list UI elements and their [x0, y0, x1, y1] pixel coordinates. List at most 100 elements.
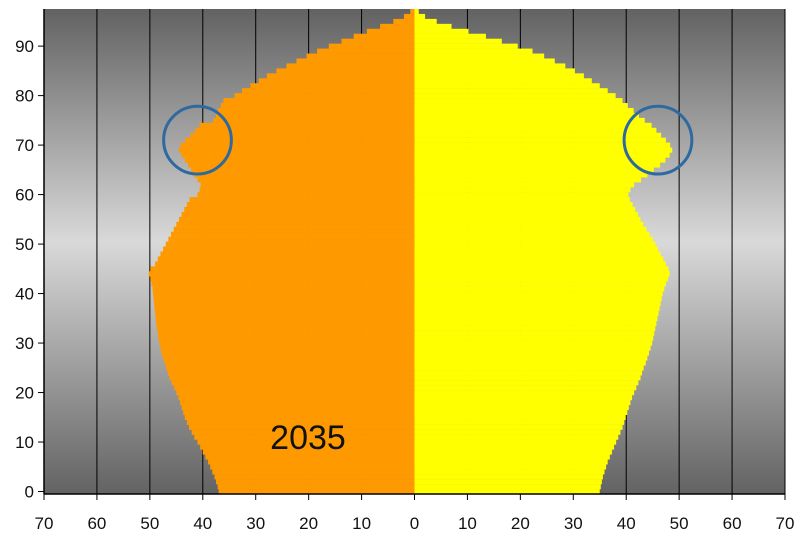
right-bar-age-5	[414, 464, 607, 470]
left-bar-age-27	[163, 355, 415, 361]
left-bar-age-55	[178, 216, 415, 223]
right-bar-age-33	[414, 325, 656, 331]
left-bar-age-14	[186, 419, 415, 425]
right-bar-age-74	[414, 122, 652, 128]
left-bar-age-32	[157, 330, 415, 336]
left-highlight-circle	[162, 104, 233, 176]
right-bar-age-24	[414, 370, 643, 376]
right-bar-age-11	[414, 434, 619, 440]
y-tick-label: 0	[25, 483, 34, 502]
left-bar-age-31	[158, 335, 415, 341]
right-bar-age-10	[414, 439, 617, 445]
left-bar-age-43	[150, 276, 415, 282]
x-tick-label: 50	[670, 514, 689, 533]
right-bar-age-50	[414, 241, 656, 247]
right-bar-age-7	[414, 454, 610, 460]
x-tick-label: 40	[617, 514, 636, 533]
right-bar-age-85	[414, 68, 575, 74]
right-bar-age-93	[414, 28, 469, 34]
left-bar-age-74	[199, 122, 415, 128]
right-bar-age-4	[414, 469, 605, 475]
left-bar-age-39	[153, 296, 415, 302]
left-bar-age-92	[353, 33, 415, 39]
right-bar-age-54	[414, 221, 644, 227]
left-bar-age-47	[157, 256, 415, 262]
right-bar-age-72	[414, 132, 662, 138]
left-bar-age-44	[148, 271, 415, 277]
left-bar-age-86	[286, 63, 415, 69]
right-bar-age-94	[414, 23, 452, 29]
left-bar-age-57	[184, 206, 415, 213]
right-bar-age-32	[414, 330, 655, 336]
right-bar-age-17	[414, 404, 629, 411]
right-bar-age-68	[414, 152, 670, 158]
right-bar-age-73	[414, 127, 657, 133]
right-bar-age-92	[414, 33, 486, 39]
left-bar-age-2	[216, 479, 415, 485]
left-bar-age-8	[202, 449, 415, 455]
left-bar-age-11	[194, 434, 415, 440]
y-tick-label: 10	[15, 433, 34, 452]
left-bar-age-70	[180, 142, 415, 148]
right-bar-age-47	[414, 256, 664, 262]
left-bar-age-18	[180, 399, 415, 406]
right-bar-age-67	[414, 157, 666, 163]
right-bar-age-22	[414, 380, 639, 386]
left-bar-age-73	[195, 127, 415, 133]
right-bar-age-71	[414, 137, 666, 143]
right-bar-age-55	[414, 216, 641, 223]
left-bar-age-24	[167, 370, 415, 376]
right-highlight-circle	[622, 104, 694, 176]
right-bar-age-40	[414, 291, 663, 297]
tick-labels: 0 10 20 30 40 50 60 70 80 90 70 60 50 40 30 20 10 0 10 20 30…	[15, 37, 794, 533]
right-bar-age-51	[414, 236, 653, 242]
left-bar-age-48	[160, 251, 415, 257]
right-bar-age-97	[414, 9, 419, 15]
x-tick-label: 40	[193, 514, 212, 533]
y-tick-label: 20	[15, 384, 34, 403]
left-bar-age-76	[216, 112, 415, 119]
left-bar-age-26	[164, 360, 415, 366]
left-bar-age-1	[217, 484, 415, 490]
right-bar-age-3	[414, 474, 603, 480]
left-bar-age-83	[258, 78, 415, 84]
right-bar-age-60	[414, 192, 629, 198]
right-bar-age-53	[414, 226, 647, 232]
right-bar-age-80	[414, 93, 616, 99]
right-bar-age-35	[414, 315, 658, 321]
left-series-bars	[148, 9, 415, 495]
left-bar-age-20	[176, 390, 415, 396]
y-tick-label: 30	[15, 334, 34, 353]
left-bar-age-50	[165, 241, 415, 247]
left-bar-age-65	[191, 167, 415, 173]
left-bar-age-95	[393, 18, 415, 25]
left-bar-age-25	[166, 365, 415, 371]
right-bar-age-62	[414, 182, 635, 188]
right-bar-age-90	[414, 43, 518, 49]
y-tick-label: 80	[15, 87, 34, 106]
left-bar-age-81	[241, 88, 415, 94]
right-bar-age-43	[414, 276, 669, 282]
right-bar-age-25	[414, 365, 644, 371]
right-bar-age-20	[414, 390, 635, 396]
right-bar-age-19	[414, 395, 633, 401]
right-bar-age-27	[414, 355, 648, 361]
right-bar-age-28	[414, 350, 649, 356]
x-tick-label: 10	[352, 514, 371, 533]
left-bar-age-72	[190, 132, 415, 138]
left-bar-age-41	[152, 286, 415, 292]
right-bar-age-82	[414, 83, 600, 89]
left-bar-age-33	[156, 325, 415, 331]
left-bar-age-0	[218, 489, 415, 495]
x-tick-label: 10	[458, 514, 477, 533]
left-bar-age-7	[205, 454, 415, 460]
left-bar-age-35	[155, 315, 415, 321]
left-bar-age-94	[380, 23, 415, 29]
left-bar-age-87	[296, 58, 415, 64]
right-bar-age-31	[414, 335, 654, 341]
left-bar-age-75	[213, 117, 415, 124]
x-tick-label: 0	[410, 514, 419, 533]
right-bar-age-81	[414, 88, 608, 94]
left-bar-age-56	[181, 211, 415, 218]
